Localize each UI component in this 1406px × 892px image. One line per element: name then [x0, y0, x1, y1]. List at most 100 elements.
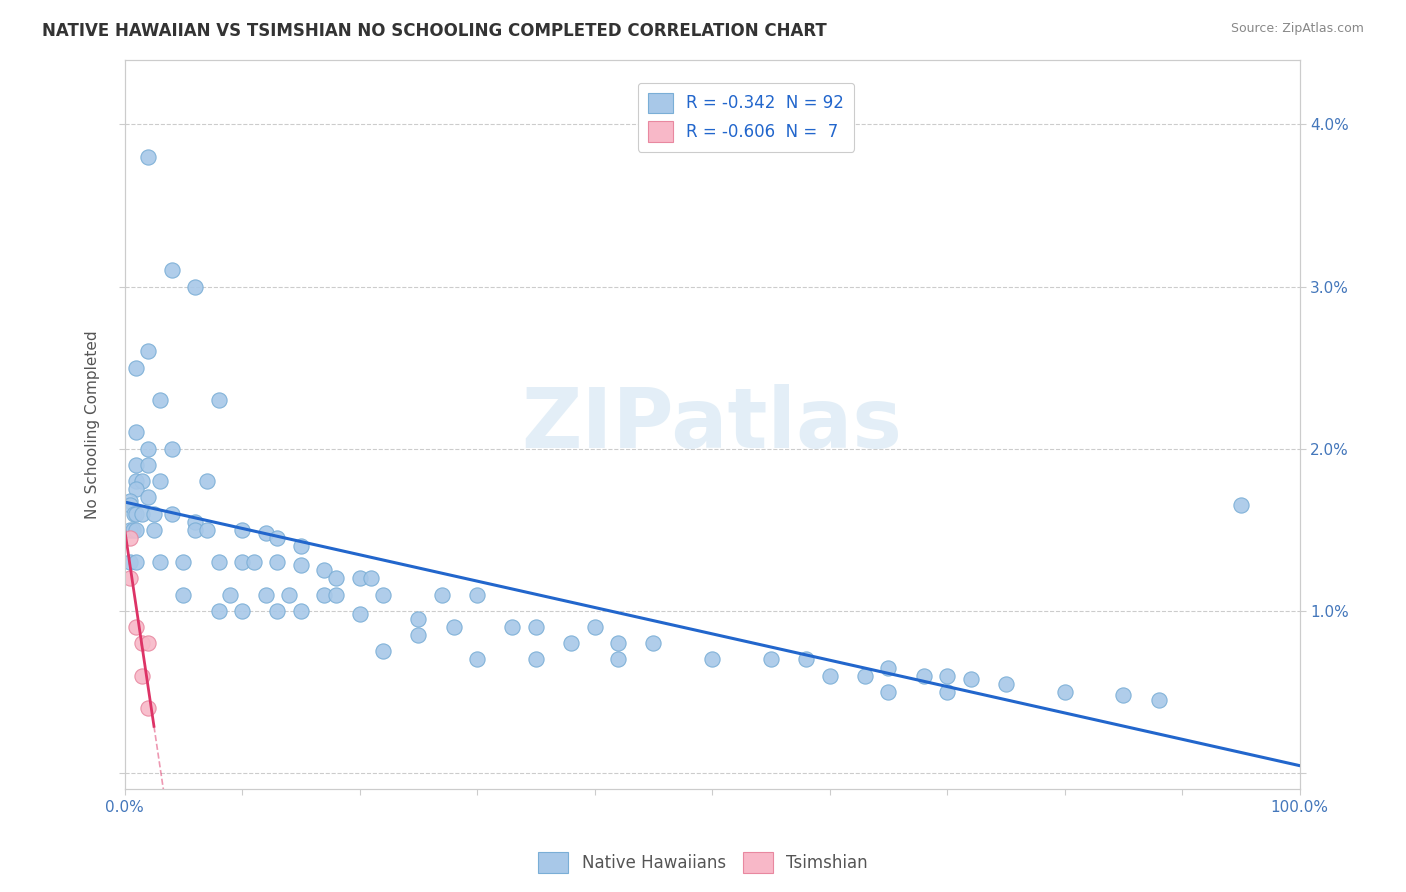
Point — [149, 392, 172, 407]
Text: Source: ZipAtlas.com: Source: ZipAtlas.com — [1230, 22, 1364, 36]
Point — [131, 474, 153, 488]
Point — [994, 677, 1017, 691]
Point — [120, 523, 142, 537]
Point — [231, 604, 253, 618]
Point — [131, 668, 153, 682]
Point — [184, 279, 207, 293]
Point — [120, 555, 142, 569]
Point — [349, 571, 371, 585]
Point — [125, 458, 148, 472]
Point — [1053, 685, 1076, 699]
Point — [759, 652, 782, 666]
Point — [172, 588, 194, 602]
Point — [266, 555, 288, 569]
Point — [1112, 688, 1135, 702]
Point — [643, 636, 665, 650]
Point — [278, 588, 301, 602]
Point — [149, 474, 172, 488]
Point — [136, 636, 159, 650]
Point — [794, 652, 817, 666]
Point — [408, 612, 430, 626]
Point — [125, 523, 148, 537]
Point — [125, 474, 148, 488]
Legend: Native Hawaiians, Tsimshian: Native Hawaiians, Tsimshian — [531, 846, 875, 880]
Point — [325, 588, 347, 602]
Point — [136, 701, 159, 715]
Point — [314, 588, 336, 602]
Point — [818, 668, 841, 682]
Point — [700, 652, 723, 666]
Point — [120, 499, 142, 513]
Point — [207, 392, 229, 407]
Legend: R = -0.342  N = 92, R = -0.606  N =  7: R = -0.342 N = 92, R = -0.606 N = 7 — [638, 83, 855, 152]
Point — [125, 507, 148, 521]
Point — [195, 474, 218, 488]
Point — [160, 263, 183, 277]
Point — [131, 636, 153, 650]
Point — [207, 555, 229, 569]
Point — [501, 620, 523, 634]
Point — [122, 507, 145, 521]
Point — [131, 507, 153, 521]
Point — [325, 571, 347, 585]
Point — [125, 555, 148, 569]
Point — [120, 531, 142, 545]
Point — [430, 588, 453, 602]
Point — [243, 555, 266, 569]
Point — [524, 620, 547, 634]
Point — [125, 482, 148, 496]
Point — [877, 660, 900, 674]
Point — [254, 526, 277, 541]
Point — [443, 620, 465, 634]
Point — [136, 458, 159, 472]
Point — [290, 539, 312, 553]
Point — [125, 360, 148, 375]
Point — [936, 668, 959, 682]
Point — [314, 563, 336, 577]
Point — [360, 571, 382, 585]
Point — [160, 442, 183, 456]
Point — [524, 652, 547, 666]
Point — [120, 493, 142, 508]
Point — [1229, 499, 1251, 513]
Point — [160, 507, 183, 521]
Point — [231, 523, 253, 537]
Text: ZIPatlas: ZIPatlas — [522, 384, 903, 465]
Point — [349, 607, 371, 621]
Point — [207, 604, 229, 618]
Point — [143, 523, 166, 537]
Point — [149, 555, 172, 569]
Point — [231, 555, 253, 569]
Point — [607, 636, 630, 650]
Point — [290, 558, 312, 573]
Point — [136, 491, 159, 505]
Point — [266, 531, 288, 545]
Point — [853, 668, 876, 682]
Point — [1147, 693, 1170, 707]
Point — [120, 571, 142, 585]
Point — [184, 515, 207, 529]
Point — [936, 685, 959, 699]
Point — [266, 604, 288, 618]
Point — [125, 620, 148, 634]
Point — [912, 668, 935, 682]
Point — [408, 628, 430, 642]
Point — [172, 555, 194, 569]
Point — [583, 620, 606, 634]
Text: NATIVE HAWAIIAN VS TSIMSHIAN NO SCHOOLING COMPLETED CORRELATION CHART: NATIVE HAWAIIAN VS TSIMSHIAN NO SCHOOLIN… — [42, 22, 827, 40]
Point — [465, 652, 488, 666]
Y-axis label: No Schooling Completed: No Schooling Completed — [86, 330, 100, 518]
Point — [125, 425, 148, 440]
Point — [195, 523, 218, 537]
Point — [136, 344, 159, 359]
Point — [184, 523, 207, 537]
Point — [254, 588, 277, 602]
Point — [877, 685, 900, 699]
Point — [143, 507, 166, 521]
Point — [959, 672, 981, 686]
Point — [290, 604, 312, 618]
Point — [371, 644, 394, 658]
Point — [136, 442, 159, 456]
Point — [219, 588, 242, 602]
Point — [465, 588, 488, 602]
